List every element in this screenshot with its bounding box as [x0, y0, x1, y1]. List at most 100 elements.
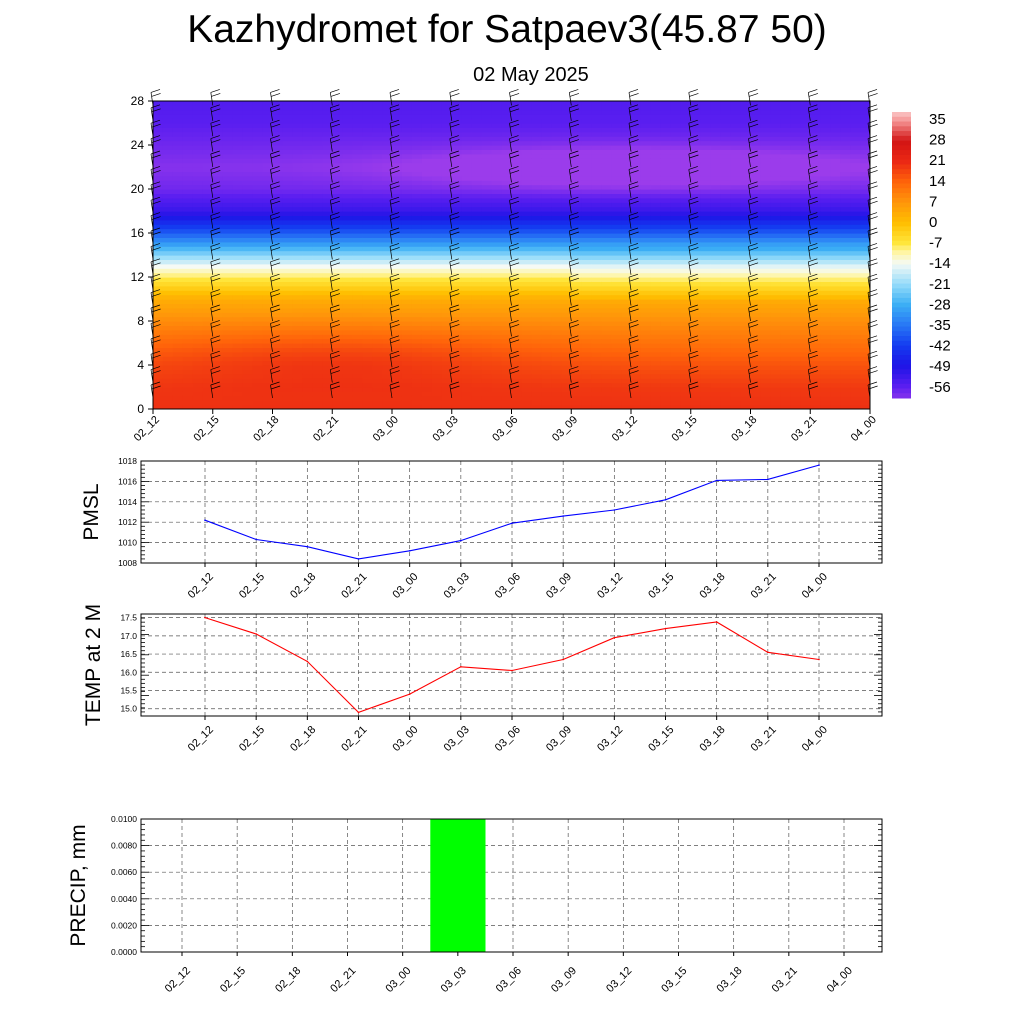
heatmap-cell [392, 325, 403, 331]
heatmap-cell [840, 351, 851, 357]
heatmap-cell [232, 206, 244, 212]
heatmap-cell [680, 158, 692, 164]
heatmap-cell [780, 272, 791, 278]
heatmap-cell [441, 237, 453, 243]
heatmap-cell [352, 118, 363, 124]
heatmap-cell [690, 255, 702, 260]
heatmap-cell [591, 316, 602, 322]
heatmap-cell [611, 316, 622, 322]
heatmap-cell [700, 299, 712, 304]
heatmap-cell [730, 299, 742, 304]
heatmap-cell [571, 162, 582, 168]
heatmap-cell [162, 114, 174, 120]
heatmap-cell [581, 118, 592, 124]
heatmap-cell [242, 369, 254, 375]
heatmap-cell [411, 171, 423, 177]
heatmap-cell [192, 123, 204, 128]
heatmap-cell [352, 219, 363, 225]
heatmap-cell [511, 343, 523, 348]
heatmap-cell [720, 290, 732, 296]
heatmap-cell [322, 145, 333, 150]
heatmap-cell [541, 184, 552, 190]
heatmap-cell [591, 387, 602, 392]
heatmap-cell [850, 263, 861, 269]
heatmap-cell [860, 365, 870, 370]
heatmap-cell [710, 136, 722, 142]
heatmap-cell [561, 316, 572, 322]
heatmap-cell [860, 347, 870, 353]
heatmap-cell [730, 312, 742, 318]
heatmap-cell [401, 277, 413, 282]
heatmap-cell [153, 307, 164, 313]
heatmap-cell [312, 316, 323, 322]
heatmap-cell [830, 387, 841, 392]
heatmap-cell [800, 206, 811, 212]
heatmap-cell [471, 290, 483, 296]
heatmap-cell [431, 153, 443, 159]
heatmap-cell [611, 149, 622, 155]
heatmap-cell [242, 136, 254, 142]
heatmap-cell [840, 369, 851, 375]
heatmap-cell [680, 206, 692, 212]
heatmap-cell [720, 338, 732, 344]
heatmap-cell [411, 387, 423, 392]
heatmap-cell [252, 400, 264, 406]
heatmap-cell [461, 167, 473, 172]
heatmap-cell [382, 391, 393, 397]
heatmap-cell [551, 228, 562, 234]
heatmap-cell [800, 233, 811, 238]
heatmap-cell [182, 149, 194, 155]
heatmap-cell [501, 211, 513, 216]
heatmap-cell [571, 167, 582, 172]
heatmap-cell [631, 153, 642, 159]
heatmap-cell [192, 136, 204, 142]
heatmap-cell [421, 369, 433, 375]
heatmap-cell [352, 228, 363, 234]
heatmap-cell [401, 290, 413, 296]
heatmap-cell [392, 215, 403, 221]
heatmap-cell [690, 400, 702, 406]
heatmap-cell [302, 180, 313, 186]
heatmap-cell [501, 241, 513, 247]
heatmap-cell [332, 219, 343, 225]
heatmap-cell [820, 114, 831, 120]
heatmap-cell [850, 246, 861, 252]
heatmap-cell [302, 382, 313, 388]
heatmap-cell [491, 219, 503, 225]
heatmap-cell [850, 136, 861, 142]
heatmap-cell [690, 224, 702, 230]
heatmap-cell [561, 131, 572, 137]
heatmap-cell [491, 382, 503, 388]
heatmap-cell [621, 149, 632, 155]
heatmap-cell [730, 219, 742, 225]
heatmap-cell [262, 145, 274, 150]
heatmap-cell [581, 382, 592, 388]
heatmap-cell [352, 259, 363, 265]
heatmap-cell [850, 299, 861, 304]
heatmap-cell [162, 272, 174, 278]
heatmap-cell [740, 233, 752, 238]
heatmap-cell [312, 307, 323, 313]
heatmap-cell [501, 334, 513, 340]
heatmap-cell [411, 307, 423, 313]
heatmap-cell [302, 263, 313, 269]
heatmap-cell [282, 365, 294, 370]
heatmap-cell [611, 299, 622, 304]
heatmap-cell [750, 395, 762, 401]
heatmap-cell [650, 391, 662, 397]
heatmap-cell [162, 167, 174, 172]
heatmap-cell [431, 312, 443, 318]
heatmap-cell [591, 360, 602, 366]
heatmap-cell [561, 153, 572, 159]
heatmap-cell [411, 105, 423, 111]
heatmap-cell [551, 175, 562, 181]
heatmap-cell [262, 140, 274, 146]
heatmap-cell [222, 250, 234, 256]
heatmap-cell [362, 118, 373, 124]
heatmap-cell [202, 171, 214, 177]
heatmap-cell [421, 272, 433, 278]
heatmap-cell [541, 250, 552, 256]
heatmap-cell [730, 365, 742, 370]
heatmap-cell [242, 184, 254, 190]
heatmap-cell [611, 321, 622, 326]
